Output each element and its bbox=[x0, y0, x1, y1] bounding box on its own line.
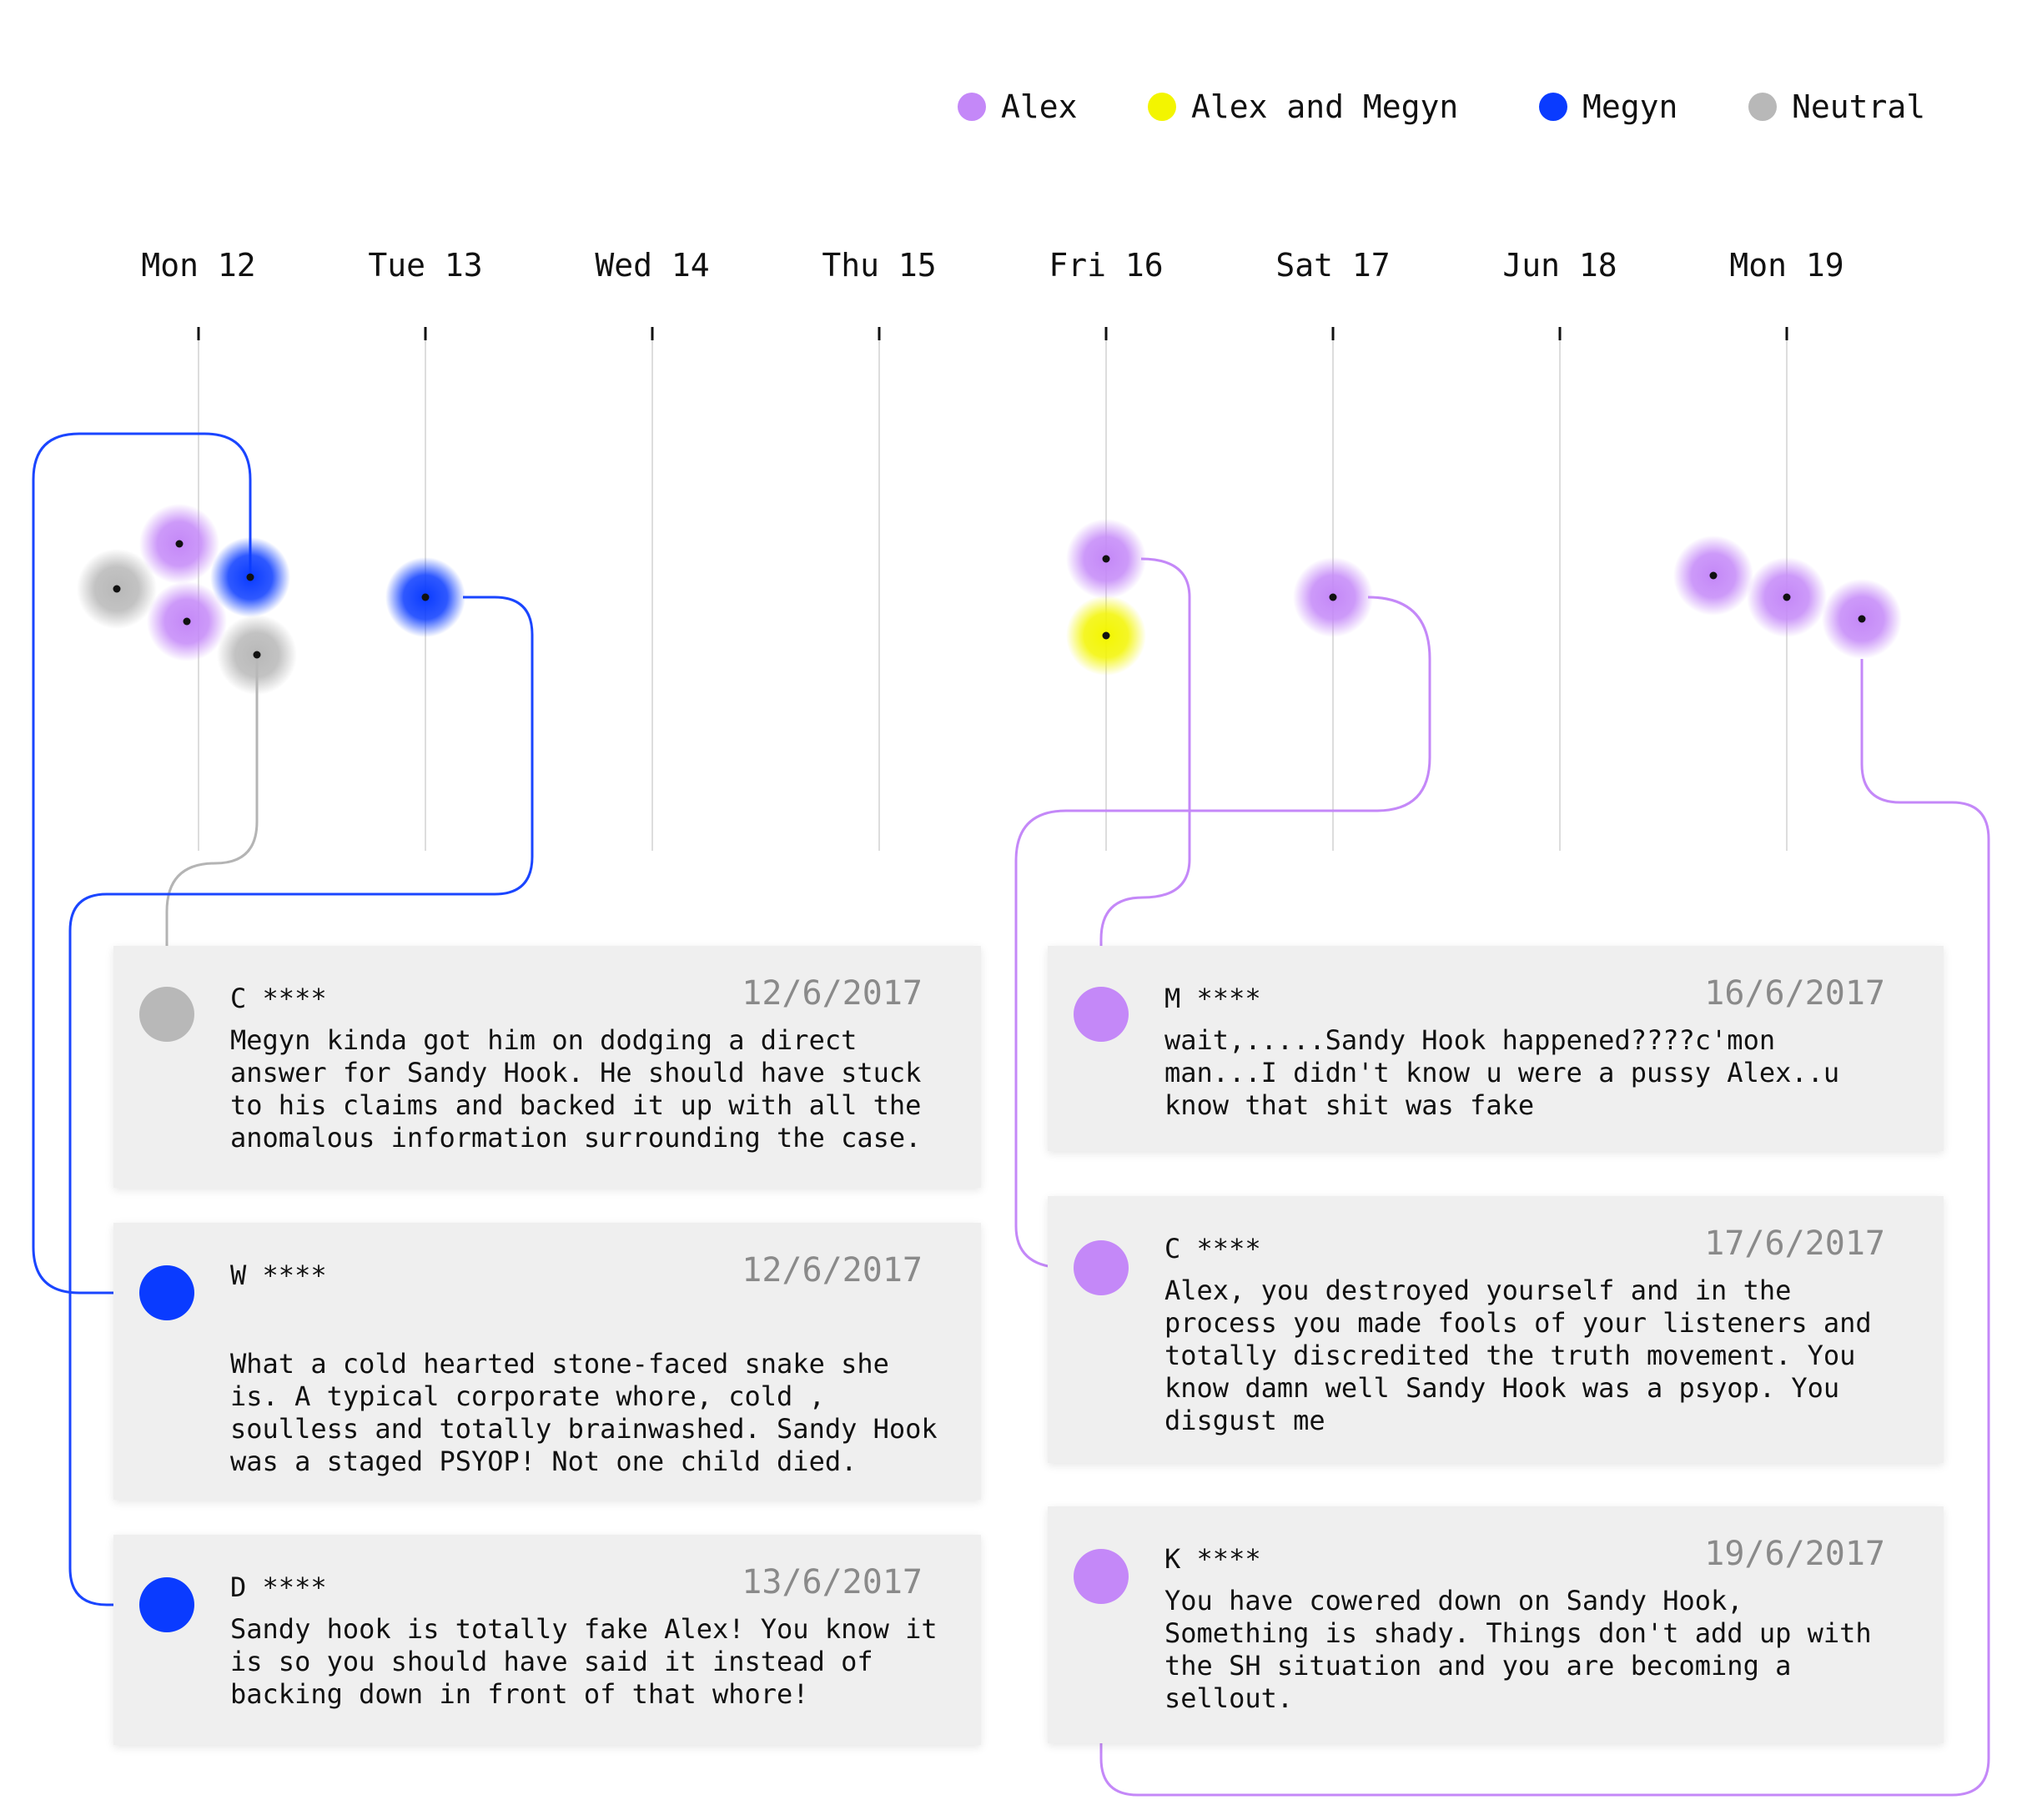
comment-date: 19/6/2017 bbox=[1704, 1535, 1885, 1573]
comment-card: W **** 12/6/2017 What a cold hearted sto… bbox=[113, 1223, 981, 1500]
connector-alex-k bbox=[1099, 659, 1990, 1797]
legend-dot-neutral bbox=[1748, 93, 1777, 121]
legend-label-alex: Alex bbox=[1001, 88, 1078, 125]
comment-date: 16/6/2017 bbox=[1704, 974, 1885, 1013]
dot-center bbox=[183, 617, 191, 626]
comment-text: Alex, you destroyed yourself and in the … bbox=[1164, 1275, 1872, 1436]
legend-item-alex-and-megyn: Alex and Megyn bbox=[1148, 87, 1458, 127]
connector-megyn-d bbox=[68, 596, 534, 1606]
dot-group-fri-16 bbox=[1066, 519, 1146, 676]
comment-author: C **** bbox=[1164, 1233, 1261, 1264]
comment-date: 17/6/2017 bbox=[1704, 1224, 1885, 1263]
legend-dot-alex-and-megyn bbox=[1148, 93, 1176, 121]
comment-text: wait,.....Sandy Hook happened????c'mon m… bbox=[1164, 1024, 1840, 1121]
legend-dot-alex bbox=[958, 93, 986, 121]
comment-card: C **** 17/6/2017 Alex, you destroyed you… bbox=[1048, 1196, 1944, 1463]
day-label-tue-13: Tue 13 bbox=[368, 247, 483, 284]
legend-label-neutral: Neutral bbox=[1792, 88, 1926, 125]
comment-text: Sandy hook is totally fake Alex! You kno… bbox=[230, 1613, 938, 1710]
dot-center bbox=[113, 585, 121, 593]
legend-dot-megyn bbox=[1539, 93, 1567, 121]
legend-item-alex: Alex bbox=[958, 87, 1078, 127]
dot-center bbox=[1329, 593, 1337, 601]
dot-group-sat-17 bbox=[1293, 557, 1373, 637]
legend-label-megyn: Megyn bbox=[1582, 88, 1678, 125]
dot-center bbox=[246, 573, 254, 581]
day-label-thu-15: Thu 15 bbox=[822, 247, 937, 284]
comment-text: What a cold hearted stone-faced snake sh… bbox=[230, 1348, 938, 1477]
comment-author: K **** bbox=[1164, 1543, 1261, 1575]
connector-megyn-w bbox=[32, 432, 252, 1295]
connector-alex-c bbox=[1014, 596, 1431, 1269]
legend-item-megyn: Megyn bbox=[1539, 87, 1677, 127]
dot-group-mon-12 bbox=[77, 504, 297, 695]
comment-author: W **** bbox=[230, 1259, 327, 1291]
comment-date: 12/6/2017 bbox=[742, 974, 923, 1013]
connector-alex-m bbox=[1099, 557, 1191, 1014]
comment-author: D **** bbox=[230, 1571, 327, 1603]
day-label-fri-16: Fri 16 bbox=[1049, 247, 1164, 284]
comment-card: C **** 12/6/2017 Megyn kinda got him on … bbox=[113, 946, 981, 1188]
day-label-mon-12: Mon 12 bbox=[141, 247, 256, 284]
dot-center bbox=[1102, 555, 1110, 563]
comment-card: D **** 13/6/2017 Sandy hook is totally f… bbox=[113, 1535, 981, 1745]
dot-center bbox=[175, 540, 184, 548]
connector-neutral-c bbox=[165, 655, 259, 1014]
comment-date: 12/6/2017 bbox=[742, 1251, 923, 1290]
comment-text: You have cowered down on Sandy Hook, Som… bbox=[1164, 1585, 1872, 1714]
comment-author: C **** bbox=[230, 983, 327, 1014]
comment-card: K **** 19/6/2017 You have cowered down o… bbox=[1048, 1506, 1944, 1743]
comment-text: Megyn kinda got him on dodging a direct … bbox=[230, 1024, 922, 1154]
day-label-sat-17: Sat 17 bbox=[1275, 247, 1391, 284]
day-label-wed-14: Wed 14 bbox=[595, 247, 710, 284]
dot-center bbox=[421, 593, 430, 601]
day-label-mon-19: Mon 19 bbox=[1729, 247, 1844, 284]
comment-author: M **** bbox=[1164, 983, 1261, 1014]
legend-item-neutral: Neutral bbox=[1748, 87, 1925, 127]
dot-center bbox=[1783, 593, 1791, 601]
comment-date: 13/6/2017 bbox=[742, 1563, 923, 1601]
legend-label-alex-and-megyn: Alex and Megyn bbox=[1191, 88, 1459, 125]
dot-center bbox=[253, 651, 261, 659]
dot-center bbox=[1102, 631, 1110, 640]
dot-group-tue-13 bbox=[385, 557, 465, 637]
comment-card: M **** 16/6/2017 wait,.....Sandy Hook ha… bbox=[1048, 946, 1944, 1151]
dot-center bbox=[1858, 615, 1866, 623]
dot-center bbox=[1709, 571, 1718, 580]
dot-group-mon-19 bbox=[1673, 535, 1902, 659]
day-label-jun-18: Jun 18 bbox=[1502, 247, 1617, 284]
